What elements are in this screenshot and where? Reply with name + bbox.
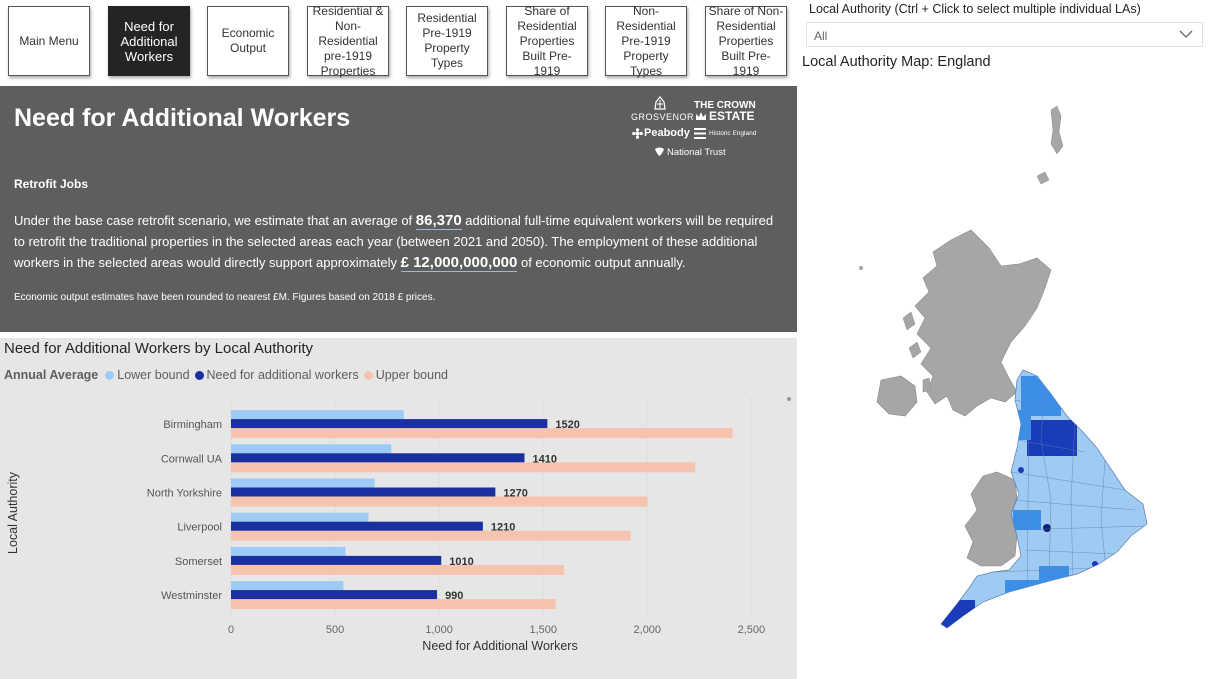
chart-legend: Annual Average Lower bound Need for addi… (4, 368, 453, 382)
y-category-label: North Yorkshire (147, 488, 222, 500)
x-tick-label: 2,500 (738, 624, 766, 636)
bar-upper-bound[interactable] (231, 530, 631, 541)
peabody-flower-icon (632, 128, 643, 139)
x-tick-label: 2,000 (634, 624, 662, 636)
nav-residential-property-types-button[interactable]: Residential Pre-1919 Property Types (406, 6, 488, 76)
workers-value: 86,370 (415, 212, 462, 230)
bar-lower-bound[interactable] (231, 581, 344, 592)
bar-need-for-additional-workers[interactable] (231, 419, 548, 430)
data-label: 1270 (503, 488, 527, 500)
bar-need-for-additional-workers[interactable] (231, 487, 496, 498)
y-category-label: Cornwall UA (161, 453, 223, 465)
summary-text-part3: of economic output annually. (517, 255, 686, 270)
map-region-scotland[interactable] (914, 229, 1052, 417)
bar-upper-bound[interactable] (231, 462, 696, 473)
grosvenor-logo: GROSVENOR (631, 112, 695, 122)
bar-upper-bound[interactable] (231, 428, 733, 439)
map-england-highlights (941, 376, 1146, 628)
data-label: 990 (445, 590, 463, 602)
bar-need-for-additional-workers[interactable] (231, 453, 525, 464)
x-tick-label: 0 (228, 624, 234, 636)
legend-dot-lower-icon (105, 370, 115, 380)
map-region-wales[interactable] (964, 471, 1018, 567)
legend-item-lower-bound[interactable]: Lower bound (105, 368, 190, 382)
bar-lower-bound[interactable] (231, 478, 375, 489)
summary-text-part2: additional full-time equivalent workers … (14, 213, 774, 270)
y-category-label: Liverpool (177, 522, 222, 534)
la-dropdown-value: All (814, 29, 828, 43)
data-label: 1520 (555, 419, 579, 431)
oak-leaf-icon (655, 147, 664, 156)
legend-dot-need-icon (194, 370, 204, 380)
nav-residential-non-residential-button[interactable]: Residential & Non-Residential pre-1919 P… (307, 4, 389, 78)
map-region-birmingham[interactable] (1043, 524, 1051, 532)
peabody-logo: Peabody (644, 127, 690, 139)
page-title: Need for Additional Workers (14, 104, 351, 132)
bar-upper-bound[interactable] (231, 599, 556, 610)
data-label: 1410 (532, 453, 556, 465)
workers-by-la-chart: 0 500 1,000 1,500 2,000 2,500 Birmingham 1520 Co… (0, 338, 797, 679)
nav-economic-output-button[interactable]: Economic Output (207, 6, 289, 76)
chart-title: Need for Additional Workers by Local Aut… (4, 340, 314, 357)
legend-title: Annual Average (4, 368, 99, 382)
legend-dot-upper-icon (363, 370, 373, 380)
y-category-label: Birmingham (163, 419, 222, 431)
economic-output-value: £ 12,000,000,000 (400, 254, 518, 272)
bar-upper-bound[interactable] (231, 496, 648, 507)
crown-icon (696, 112, 706, 120)
crown-estate-logo-line2: ESTATE (709, 109, 755, 123)
x-tick-label: 1,000 (425, 624, 453, 636)
legend-item-upper-bound[interactable]: Upper bound (363, 368, 448, 382)
nav-share-non-residential-button[interactable]: Share of Non-Residential Properties Buil… (705, 4, 787, 78)
more-options-icon (787, 397, 791, 401)
la-filter-label: Local Authority (Ctrl + Click to select … (809, 2, 1141, 16)
bar-lower-bound[interactable] (231, 546, 346, 557)
y-category-label: Westminster (161, 590, 222, 602)
summary-text-part1: Under the base case retrofit scenario, w… (14, 213, 416, 228)
la-dropdown[interactable]: All (806, 22, 1203, 47)
bar-lower-bound[interactable] (231, 410, 404, 421)
map-region-shetland[interactable] (1050, 105, 1064, 155)
bar-need-for-additional-workers[interactable] (231, 555, 442, 566)
y-category-label: Somerset (175, 556, 222, 568)
map-region-north-yorkshire[interactable] (1027, 420, 1077, 456)
map-title: Local Authority Map: England (802, 54, 991, 70)
nav-need-for-additional-workers-button[interactable]: Need for Additional Workers (108, 6, 190, 76)
data-label: 1210 (491, 522, 515, 534)
crown-estate-logo-line1: THE CROWN (694, 100, 756, 111)
retrofit-jobs-heading: Retrofit Jobs (14, 177, 89, 191)
y-axis-title: Local Authority (6, 471, 20, 554)
map-region-liverpool[interactable] (1018, 467, 1024, 473)
national-trust-logo: National Trust (667, 147, 726, 158)
nav-main-menu-button[interactable]: Main Menu (8, 6, 90, 76)
chevron-down-icon (1179, 30, 1193, 38)
summary-paragraph: Under the base case retrofit scenario, w… (14, 210, 784, 273)
summary-panel: Need for Additional Workers GROSVENOR TH… (0, 86, 797, 332)
data-label: 1010 (449, 556, 473, 568)
historic-england-icon (694, 128, 706, 139)
legend-item-need[interactable]: Need for additional workers (194, 368, 359, 382)
map-region-northern-ireland[interactable] (876, 375, 918, 417)
nav-non-residential-property-types-button[interactable]: Non-Residential Pre-1919 Property Types (605, 4, 687, 78)
historic-england-logo: Historic England (709, 130, 757, 137)
nav-share-residential-button[interactable]: Share of Residential Properties Built Pr… (506, 4, 588, 78)
rounding-note: Economic output estimates have been roun… (14, 292, 436, 303)
bar-need-for-additional-workers[interactable] (231, 590, 438, 601)
bar-chart-svg: 0 500 1,000 1,500 2,000 2,500 Birmingham 1520 Co… (6, 397, 791, 653)
bar-lower-bound[interactable] (231, 512, 369, 523)
x-tick-label: 1,500 (529, 624, 557, 636)
x-axis-title: Need for Additional Workers (422, 639, 577, 653)
grosvenor-crest-icon (654, 96, 666, 110)
bar-need-for-additional-workers[interactable] (231, 521, 483, 532)
x-tick-label: 500 (326, 624, 344, 636)
la-map[interactable] (805, 80, 1175, 675)
bar-upper-bound[interactable] (231, 564, 565, 575)
bar-lower-bound[interactable] (231, 444, 392, 455)
